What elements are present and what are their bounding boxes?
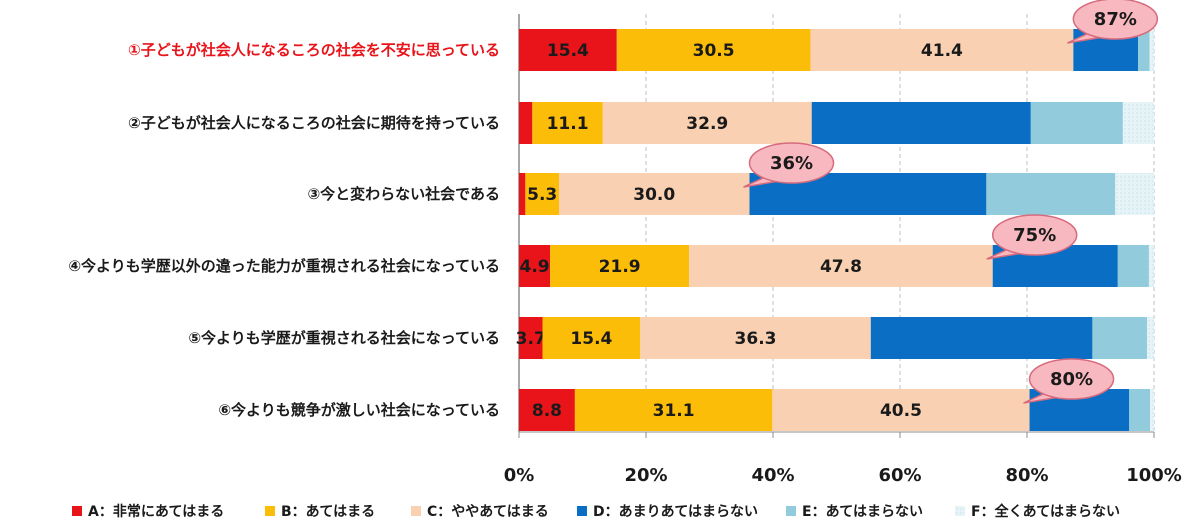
bar-segment xyxy=(689,245,993,287)
data-label: 30.5 xyxy=(693,41,735,61)
bar-segment xyxy=(519,245,551,287)
bar-segment xyxy=(519,102,533,144)
bar-segment xyxy=(1122,102,1154,144)
bar-segment xyxy=(1150,389,1154,431)
bar-segment xyxy=(1115,173,1154,215)
data-label: 11.1 xyxy=(547,114,589,134)
bar-segment xyxy=(1148,245,1154,287)
data-label: 36.3 xyxy=(735,329,777,349)
callout-bubble: 87% xyxy=(1067,0,1159,44)
category-label: ⑤今よりも学歴が重視される社会になっている xyxy=(188,329,500,347)
x-tick-label: 60% xyxy=(878,465,921,486)
legend: A：非常にあてはまる B：あてはまる C：ややあてはまる D：あまりあてはまらない E：… xyxy=(72,503,1120,520)
legend-label: E：あてはまらない xyxy=(802,504,923,520)
callout-joint xyxy=(1014,245,1030,252)
bar-segment xyxy=(986,173,1116,215)
x-axis: 0% 20% 40% 60% 80% 100% xyxy=(504,14,1182,486)
legend-swatch xyxy=(955,506,965,516)
callout-joint xyxy=(1051,389,1066,396)
data-label: 32.9 xyxy=(686,114,728,134)
category-label: ⑥今よりも競争が激しい社会になっている xyxy=(218,401,500,419)
x-tick-label: 40% xyxy=(751,465,794,486)
legend-swatch xyxy=(265,506,275,516)
callout-label: 87% xyxy=(1094,9,1137,30)
callout-bubble: 36% xyxy=(743,142,835,188)
data-label: 31.1 xyxy=(653,401,695,421)
category-label: ①子どもが社会人になるころの社会を不安に思っている xyxy=(128,41,500,59)
category-label: ②子どもが社会人になるころの社会に期待を持っている xyxy=(128,114,500,132)
callout-shape xyxy=(991,214,1078,256)
data-label: 15.4 xyxy=(547,41,589,61)
callout-label: 36% xyxy=(770,153,813,174)
bar-segment xyxy=(811,102,1031,144)
bar-segment xyxy=(559,173,750,215)
legend-swatch xyxy=(577,506,587,516)
bar-segment xyxy=(772,389,1030,431)
x-tick-label: 0% xyxy=(504,465,535,486)
bar-segment xyxy=(1030,102,1123,144)
bar-segment xyxy=(1129,389,1151,431)
legend-label: C：ややあてはまる xyxy=(427,504,549,520)
callout-label: 80% xyxy=(1050,369,1093,390)
bar-segment xyxy=(640,317,871,359)
legend-label: F：全くあてはまらない xyxy=(971,503,1120,520)
bar-segment xyxy=(532,102,603,144)
bar-segment xyxy=(519,173,526,215)
legend-label: A：非常にあてはまる xyxy=(88,503,224,520)
category-labels: ①子どもが社会人になるころの社会を不安に思っている ②子どもが社会人になるころの社… xyxy=(68,41,500,419)
data-label: 21.9 xyxy=(599,257,641,277)
data-label: 41.4 xyxy=(921,41,963,61)
legend-swatch xyxy=(72,506,82,516)
bar-segment xyxy=(519,29,617,71)
bar-segment xyxy=(1117,245,1149,287)
bar-segment xyxy=(1147,317,1154,359)
bar-segment xyxy=(519,389,575,431)
callout-shape xyxy=(748,142,835,184)
bar-segment xyxy=(1092,317,1148,359)
callout-bubble: 80% xyxy=(1023,358,1115,404)
callout-joint xyxy=(1094,29,1110,36)
bars: 15.4 30.5 41.4 11.1 32.9 5.3 30.0 4.9 21.9 47.8 3.… xyxy=(516,29,1154,431)
x-tick-label: 100% xyxy=(1126,465,1182,486)
bar-segment xyxy=(550,245,690,287)
callout-shape xyxy=(1072,0,1159,40)
callout-label: 75% xyxy=(1013,225,1056,246)
bar-segment xyxy=(525,173,560,215)
bar-segment xyxy=(870,317,1093,359)
bar-segment xyxy=(574,389,773,431)
bar-segment xyxy=(519,317,543,359)
data-label: 8.8 xyxy=(532,401,562,421)
x-tick-label: 20% xyxy=(624,465,667,486)
data-label: 3.7 xyxy=(516,329,546,349)
legend-label: B：あてはまる xyxy=(281,504,375,520)
data-label: 47.8 xyxy=(820,257,862,277)
bar-segment xyxy=(1138,29,1150,71)
legend-swatch xyxy=(786,506,796,516)
bar-segment xyxy=(616,29,811,71)
callouts: 87% 36% 75% 80% xyxy=(743,0,1159,404)
data-label: 40.5 xyxy=(880,401,922,421)
x-tick-label: 80% xyxy=(1005,465,1048,486)
data-label: 15.4 xyxy=(570,329,612,349)
data-label: 30.0 xyxy=(633,185,675,205)
legend-label: D：あまりあてはまらない xyxy=(593,504,758,520)
bar-segment xyxy=(810,29,1074,71)
bar-segment xyxy=(602,102,812,144)
legend-swatch xyxy=(411,506,421,516)
callout-bubble: 75% xyxy=(986,214,1078,260)
bar-segment xyxy=(542,317,641,359)
data-label: 5.3 xyxy=(527,185,557,205)
category-label: ④今よりも学歴以外の違った能力が重視される社会になっている xyxy=(68,257,500,275)
data-label: 4.9 xyxy=(519,257,549,277)
callout-joint xyxy=(771,173,786,180)
callout-shape xyxy=(1028,358,1115,400)
bar-segment xyxy=(1149,29,1154,71)
category-label: ③今と変わらない社会である xyxy=(307,185,500,203)
